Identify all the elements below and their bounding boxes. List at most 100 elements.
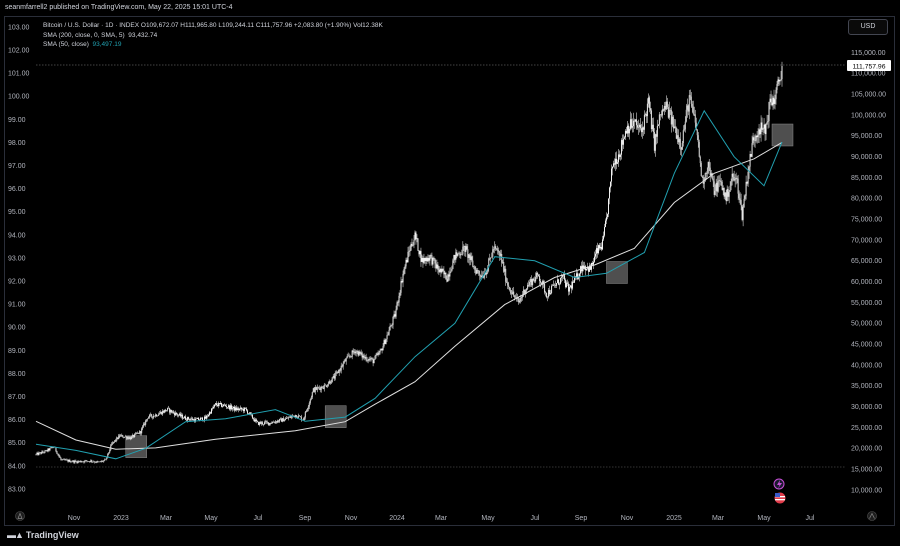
candle: [487, 265, 489, 274]
candle: [309, 398, 311, 405]
sma200-line: [35, 141, 783, 450]
candle: [168, 405, 170, 409]
candle: [700, 161, 702, 177]
time-axis[interactable]: Nov 2023 Mar May Jul Sep Nov 2024 Mar May Jul Sep No…: [68, 515, 815, 522]
candle: [473, 265, 475, 270]
candle: [98, 461, 100, 463]
candle: [551, 284, 553, 295]
candle: [236, 405, 237, 412]
candle: [258, 421, 260, 427]
candle: [472, 255, 474, 268]
highlight-box: [606, 261, 628, 284]
candle: [136, 432, 138, 435]
candle: [550, 289, 552, 295]
candle: [683, 124, 685, 132]
candle: [186, 418, 188, 422]
candle: [469, 253, 471, 266]
candle: [161, 411, 163, 415]
candle: [369, 356, 371, 362]
candle: [575, 275, 577, 281]
candle: [246, 409, 248, 415]
candle: [283, 418, 285, 422]
candle: [769, 94, 771, 110]
candle: [226, 403, 227, 410]
candle: [504, 265, 506, 276]
lightning-icon[interactable]: [773, 478, 785, 490]
candle: [624, 129, 626, 141]
candle: [380, 348, 382, 351]
candle: [239, 407, 240, 411]
candle: [299, 415, 301, 418]
candle: [637, 119, 639, 135]
candle: [432, 257, 434, 268]
candle: [162, 409, 164, 416]
candle: [414, 230, 416, 241]
candle: [770, 90, 772, 106]
candle: [120, 434, 122, 437]
candle: [55, 447, 57, 453]
candle: [368, 356, 370, 362]
candle: [310, 395, 312, 401]
time-tick-label: Jul: [531, 515, 540, 522]
us-flag-icon[interactable]: [774, 492, 786, 504]
time-tick-label: 2023: [113, 515, 129, 522]
candle: [275, 420, 277, 424]
candle: [71, 460, 73, 463]
candle: [490, 257, 492, 263]
right-axis[interactable]: 115,000.00 110,000.00 105,000.00 100,000.00…: [851, 50, 886, 495]
candle: [603, 231, 604, 242]
candle: [343, 359, 345, 364]
time-tick-label: Mar: [435, 515, 448, 522]
candle: [118, 434, 120, 440]
candle: [56, 450, 58, 455]
candle: [316, 384, 318, 393]
candle: [170, 409, 172, 415]
candle: [78, 460, 80, 463]
candle: [454, 254, 456, 265]
legend-main: Bitcoin / U.S. Dollar · 1D · INDEX O109,…: [43, 22, 383, 29]
candle: [38, 451, 40, 456]
candle: [475, 266, 477, 276]
candle: [86, 460, 88, 463]
candle: [314, 384, 316, 395]
right-tick-label: 60,000.00: [851, 279, 882, 286]
candle: [176, 412, 178, 416]
candle: [348, 353, 350, 359]
candle: [284, 417, 286, 421]
candle: [622, 134, 624, 150]
candle: [479, 270, 481, 281]
candle: [154, 415, 156, 417]
candle: [166, 410, 168, 412]
candle: [294, 414, 296, 419]
candle: [555, 280, 557, 289]
candle: [758, 123, 760, 144]
candle: [631, 118, 633, 133]
candle: [200, 416, 202, 420]
candle: [777, 76, 779, 87]
candle: [152, 416, 154, 420]
candle: [433, 256, 435, 261]
candle: [664, 101, 666, 113]
candle: [655, 130, 657, 145]
candle: [685, 103, 687, 123]
candle: [156, 413, 158, 417]
tradingview-logo[interactable]: ▬▲ TradingView: [7, 530, 79, 540]
candle: [453, 254, 455, 264]
candle: [396, 300, 398, 311]
candle: [306, 407, 308, 413]
candle: [493, 246, 495, 253]
candle: [344, 358, 346, 362]
candle: [636, 120, 638, 130]
settings-triangle-icon[interactable]: [15, 511, 25, 521]
candle: [403, 267, 405, 276]
currency-button[interactable]: USD: [848, 19, 888, 35]
candle: [147, 418, 149, 422]
candle: [688, 89, 690, 120]
candle: [287, 416, 289, 421]
left-tick-label: 87.00: [8, 394, 26, 401]
auto-scale-icon[interactable]: [867, 511, 877, 521]
candle: [743, 194, 745, 209]
candle: [41, 450, 43, 454]
candle: [74, 459, 76, 465]
